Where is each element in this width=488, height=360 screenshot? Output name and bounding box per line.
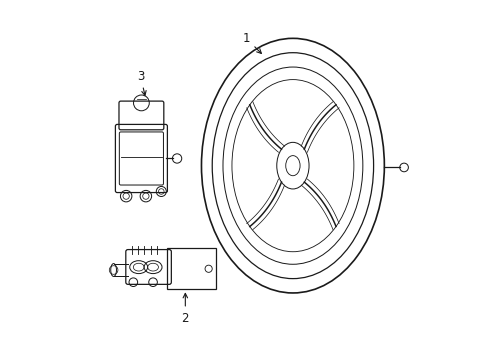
Text: 3: 3	[137, 69, 146, 95]
Bar	[167, 248, 215, 289]
Text: 1: 1	[242, 32, 261, 53]
Text: 2: 2	[181, 293, 189, 325]
